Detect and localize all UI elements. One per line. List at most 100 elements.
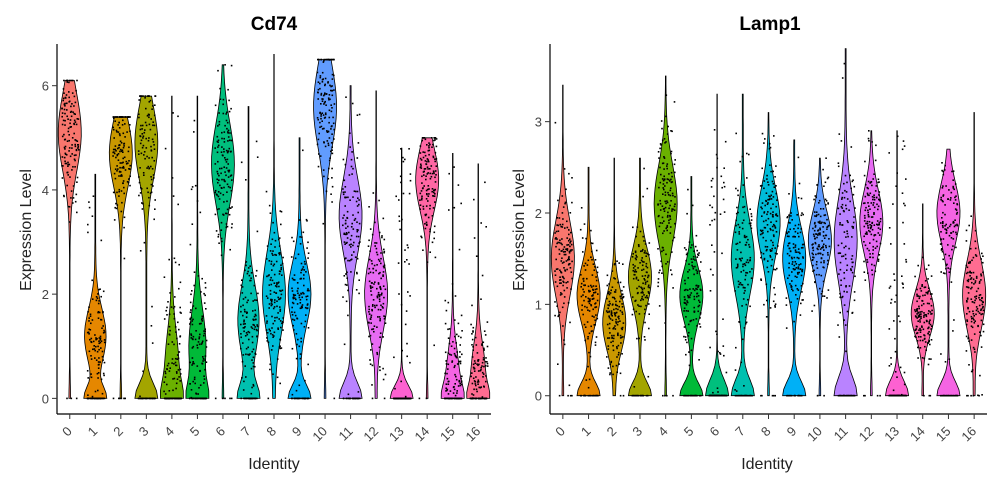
cell-point xyxy=(872,245,874,248)
violin-cluster-16: 16 xyxy=(958,112,987,444)
cell-point xyxy=(686,289,689,291)
cell-point xyxy=(424,168,427,170)
cell-point xyxy=(139,250,142,252)
cell-point xyxy=(196,344,198,347)
cell-point xyxy=(292,324,294,327)
cell-point xyxy=(370,314,373,317)
cell-point xyxy=(240,305,242,308)
violin-shape xyxy=(83,173,108,399)
cell-point xyxy=(619,281,622,284)
cell-point xyxy=(484,360,487,363)
cell-point xyxy=(62,119,65,122)
cell-point xyxy=(481,361,484,364)
cell-point xyxy=(266,332,269,334)
cell-point xyxy=(971,301,974,303)
cell-point xyxy=(761,167,763,170)
cell-point xyxy=(969,247,972,250)
cell-point xyxy=(561,243,563,246)
cell-point xyxy=(580,282,583,285)
cell-point xyxy=(273,306,276,308)
cell-point xyxy=(252,310,254,312)
cell-point xyxy=(648,286,651,289)
cell-point xyxy=(420,159,423,161)
cell-point xyxy=(666,163,669,165)
x-tick-label: 15 xyxy=(437,424,458,445)
cell-point xyxy=(590,284,592,287)
cell-point xyxy=(606,311,609,314)
cell-point xyxy=(139,95,141,97)
cell-point xyxy=(665,263,667,265)
cell-point xyxy=(716,157,719,160)
cell-point xyxy=(118,397,121,400)
cell-point xyxy=(251,341,254,344)
cell-point xyxy=(453,347,456,350)
cell-point xyxy=(618,363,620,365)
cell-point xyxy=(71,144,73,146)
cell-point xyxy=(306,307,308,310)
cell-point xyxy=(273,263,276,266)
cell-point xyxy=(372,328,375,330)
cell-point xyxy=(953,225,956,228)
violin-cluster-7: 7 xyxy=(730,93,755,439)
cell-point xyxy=(583,291,585,293)
cell-point xyxy=(554,314,556,317)
cell-point xyxy=(419,145,422,147)
cell-point xyxy=(978,280,981,283)
cell-point xyxy=(455,378,458,381)
cell-point xyxy=(91,397,94,400)
cell-point xyxy=(172,389,174,392)
cell-point xyxy=(748,153,750,156)
cell-point xyxy=(172,307,175,310)
cell-point xyxy=(850,269,852,272)
cell-point xyxy=(148,95,150,97)
cell-point xyxy=(139,167,141,169)
cell-point xyxy=(372,304,374,306)
cell-point xyxy=(966,320,969,322)
cell-point xyxy=(65,154,68,156)
cell-point xyxy=(458,397,460,400)
cell-point xyxy=(344,186,347,188)
cell-point xyxy=(422,205,425,208)
cell-point xyxy=(300,337,302,340)
cell-point xyxy=(759,233,762,236)
cell-point xyxy=(742,265,744,268)
cell-point xyxy=(840,284,842,286)
cell-point xyxy=(379,318,381,320)
cell-point xyxy=(930,339,933,341)
cell-point xyxy=(347,393,350,396)
cell-point xyxy=(354,217,357,220)
cell-point xyxy=(120,190,123,192)
cell-point xyxy=(278,285,280,288)
cell-point xyxy=(641,295,644,298)
cell-point xyxy=(242,323,245,325)
cell-point xyxy=(742,219,745,222)
cell-point xyxy=(358,222,361,225)
cell-point xyxy=(800,214,803,217)
cell-point xyxy=(433,344,435,347)
cell-point xyxy=(771,394,774,397)
cell-point xyxy=(789,283,791,285)
cell-point xyxy=(139,142,142,145)
cell-point xyxy=(478,397,481,400)
cell-point xyxy=(454,319,456,321)
cell-point xyxy=(689,288,691,290)
cell-point xyxy=(459,384,462,387)
cell-point xyxy=(270,304,273,307)
cell-point xyxy=(321,100,324,102)
cell-point xyxy=(580,286,582,288)
violin-shape xyxy=(962,112,987,397)
cell-point xyxy=(358,242,360,244)
cell-point xyxy=(140,188,143,190)
cell-point xyxy=(323,117,326,119)
cell-point xyxy=(622,263,624,265)
cell-point xyxy=(247,330,250,333)
cell-point xyxy=(270,299,272,301)
cell-point xyxy=(154,199,156,201)
cell-point xyxy=(368,239,370,242)
cell-point xyxy=(940,238,942,241)
cell-point xyxy=(72,79,74,82)
cell-point xyxy=(825,200,828,202)
cell-point xyxy=(226,208,229,211)
cell-point xyxy=(980,299,983,302)
cell-point xyxy=(428,153,430,156)
